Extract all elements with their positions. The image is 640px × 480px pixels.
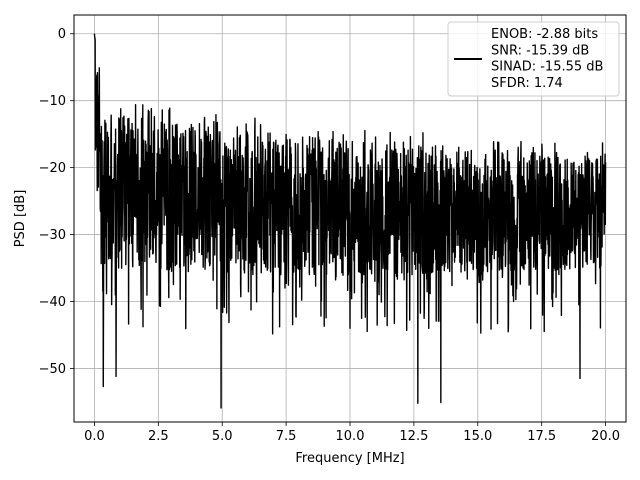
x-tick-label: 12.5 [399,429,428,444]
y-tick-label: −40 [39,295,66,310]
legend-text-sinad: SINAD: -15.55 dB [491,60,603,75]
y-axis-ticks: 0 −10 −20 −30 −40 −50 [39,27,74,377]
y-tick-label: 0 [58,27,66,42]
legend-text-sfdr: SFDR: 1.74 [491,76,563,91]
legend: ENOB: -2.88 bits SNR: -15.39 dB SINAD: -… [447,21,620,97]
legend-box [447,21,620,97]
x-tick-label: 5.0 [212,429,233,444]
x-tick-label: 0.0 [84,429,105,444]
y-axis-label: PSD [dB] [13,190,28,248]
x-tick-label: 2.5 [148,429,169,444]
legend-text-snr: SNR: -15.39 dB [491,43,589,58]
legend-text-enob: ENOB: -2.88 bits [491,27,598,42]
x-tick-label: 15.0 [463,429,492,444]
series-layer [93,33,607,409]
x-axis-label: Frequency [MHz] [295,451,404,466]
y-tick-label: −20 [39,161,66,176]
y-tick-label: −50 [39,362,66,377]
x-tick-label: 20.0 [591,429,620,444]
y-tick-label: −10 [39,94,66,109]
y-tick-label: −30 [39,228,66,243]
psd-series-line [93,33,607,409]
x-tick-label: 17.5 [527,429,556,444]
x-tick-label: 7.5 [276,429,297,444]
x-axis-ticks: 0.0 2.5 5.0 7.5 10.0 12.5 15.0 17.5 20.0 [84,422,620,444]
x-tick-label: 10.0 [336,429,365,444]
